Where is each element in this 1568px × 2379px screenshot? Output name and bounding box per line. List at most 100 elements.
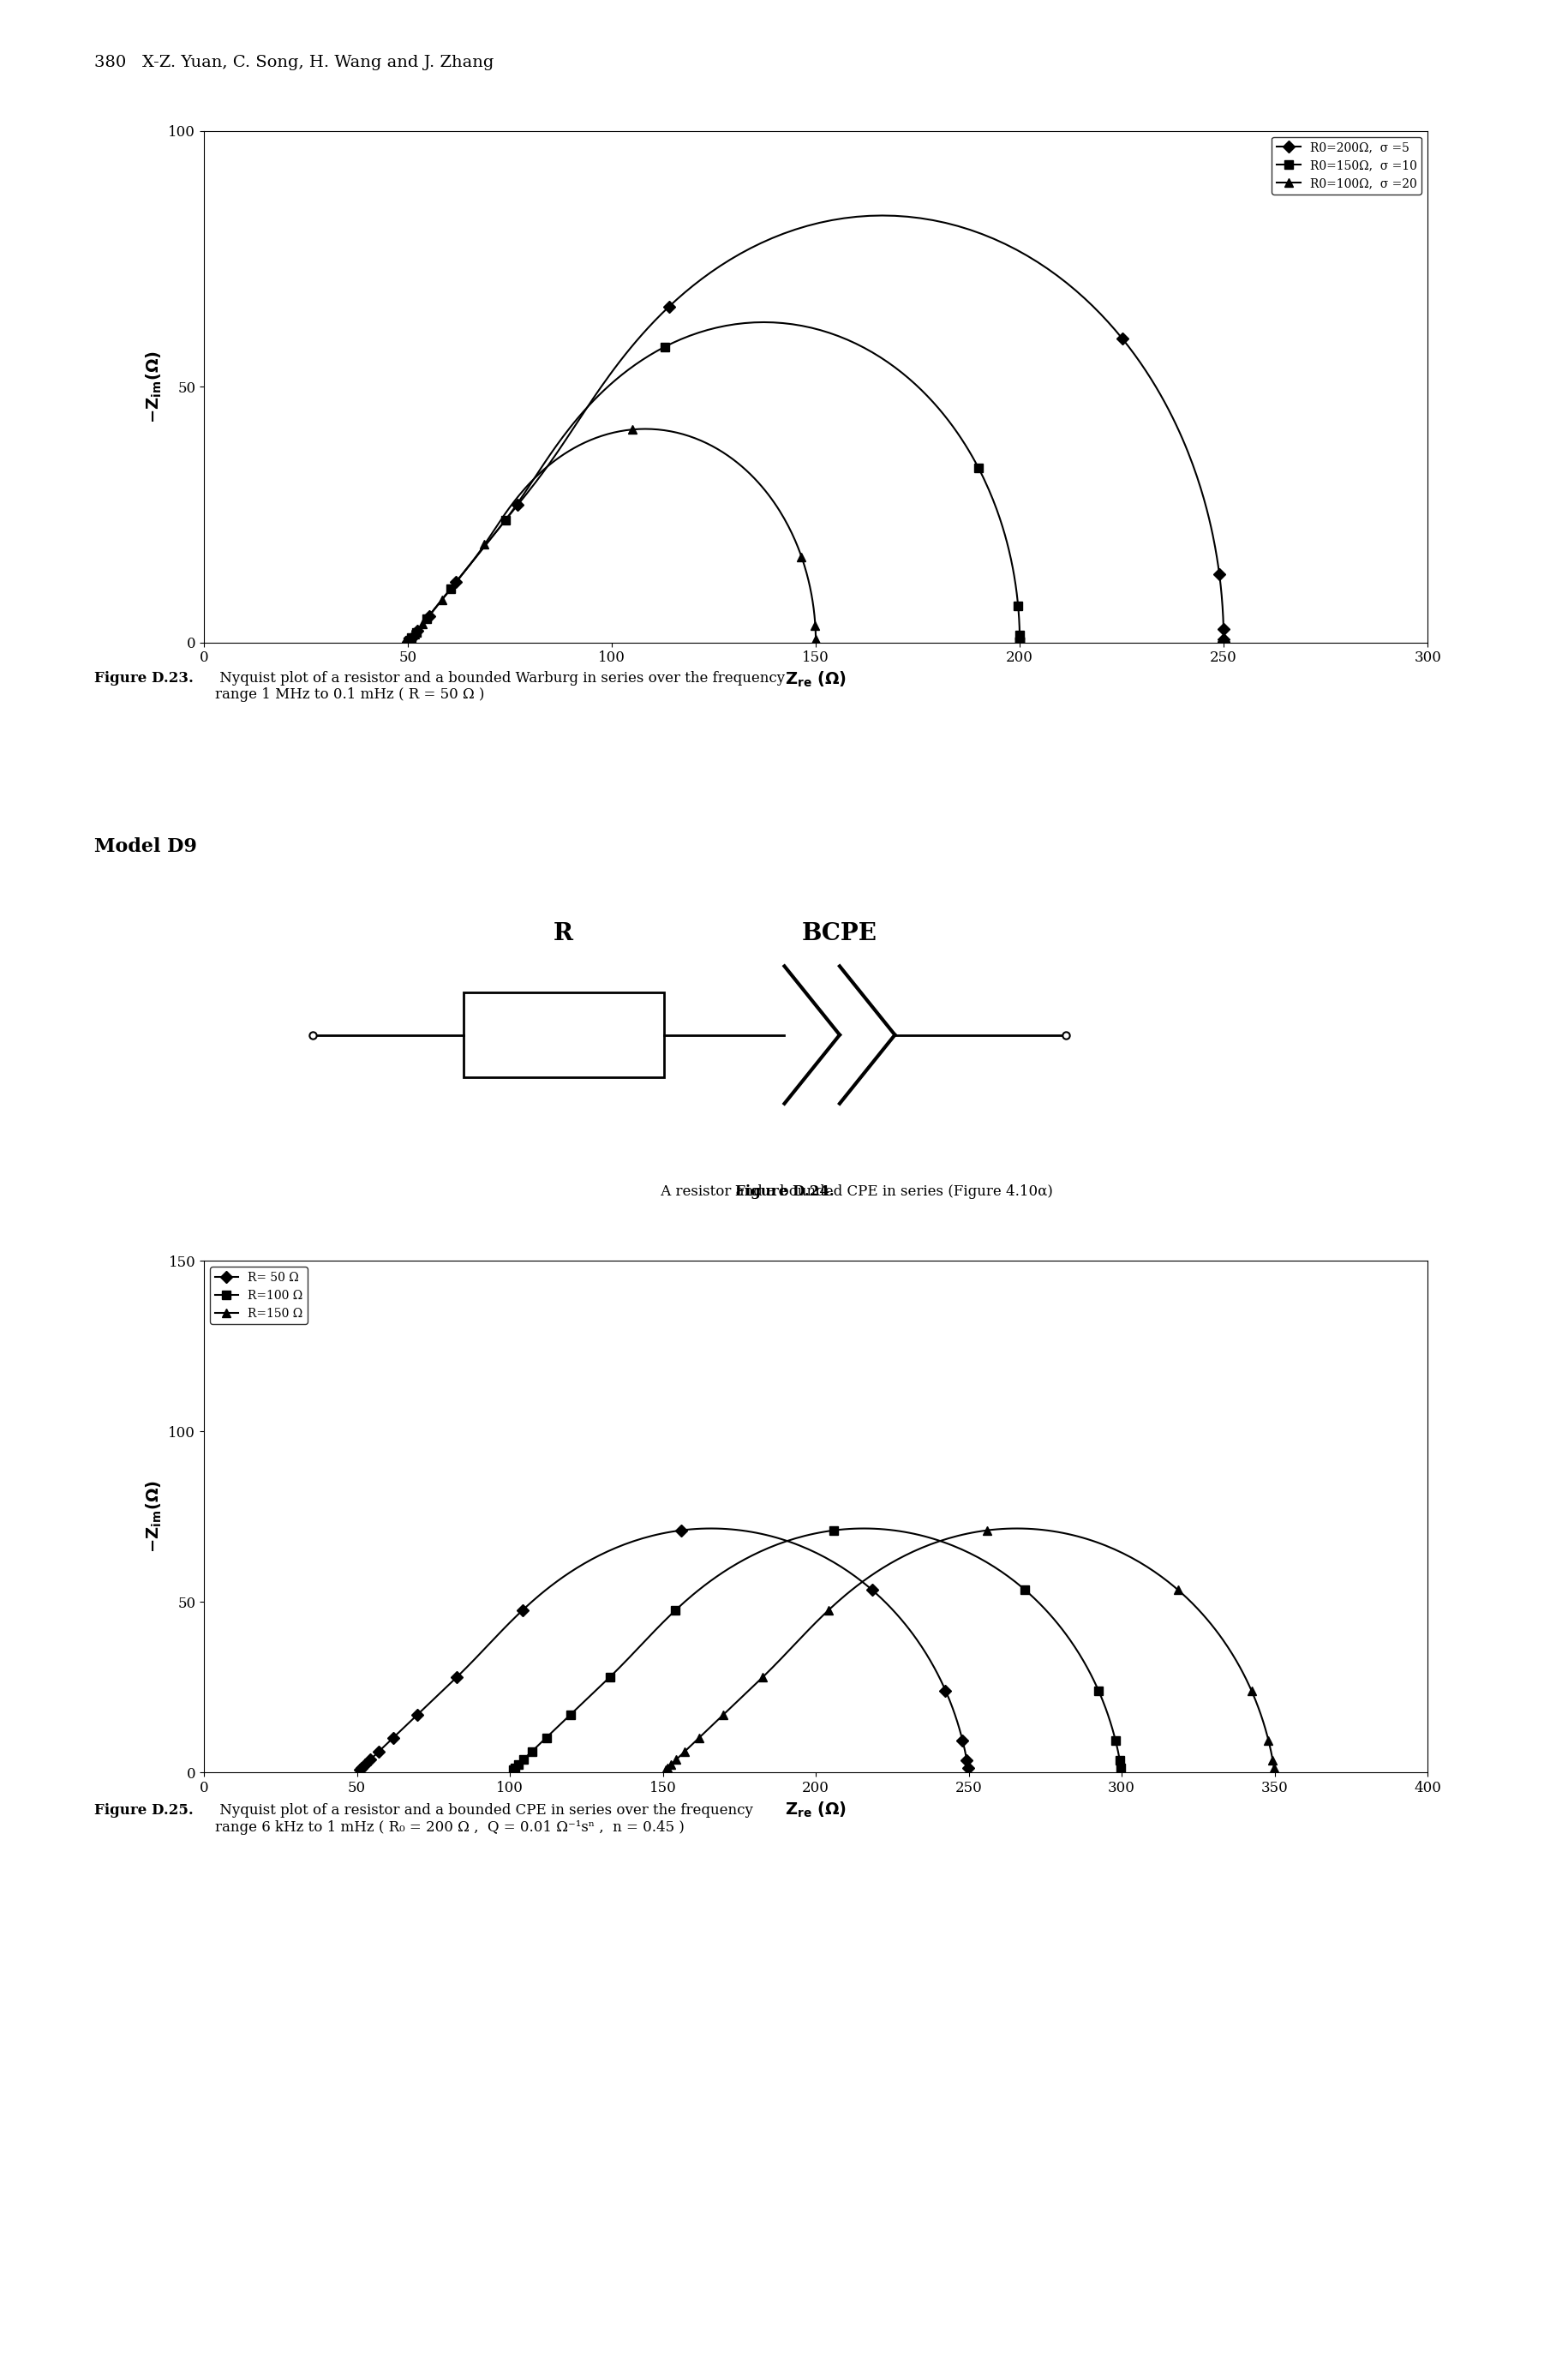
- R0=100Ω,  σ =20: [398, 628, 417, 657]
- R= 50 Ω: [958, 1753, 977, 1782]
- R=100 Ω: [1112, 1753, 1131, 1782]
- R=100 Ω: [505, 1753, 524, 1782]
- R=100 Ω: [1014, 1575, 1033, 1603]
- R=150 Ω: [977, 1515, 996, 1544]
- R=100 Ω: [601, 1663, 619, 1691]
- R0=200Ω,  σ =5: [660, 293, 679, 321]
- R0=150Ω,  σ =10: [1010, 626, 1029, 654]
- R0=150Ω,  σ =10: [1010, 621, 1029, 649]
- R0=200Ω,  σ =5: [1112, 324, 1131, 352]
- R0=200Ω,  σ =5: [1214, 626, 1232, 654]
- R= 50 Ω: [384, 1722, 403, 1751]
- Legend: R0=200Ω,  σ =5, R0=150Ω,  σ =10, R0=100Ω,  σ =20: R0=200Ω, σ =5, R0=150Ω, σ =10, R0=100Ω, …: [1272, 138, 1421, 195]
- R0=100Ω,  σ =20: [806, 628, 825, 657]
- Text: Nyquist plot of a resistor and a bounded Warburg in series over the frequency
ra: Nyquist plot of a resistor and a bounded…: [215, 671, 784, 702]
- Text: Model D9: Model D9: [94, 837, 196, 856]
- R0=150Ω,  σ =10: [495, 507, 514, 535]
- R= 50 Ω: [353, 1753, 372, 1782]
- R=100 Ω: [1088, 1677, 1107, 1706]
- R= 50 Ω: [671, 1515, 690, 1544]
- Line: R= 50 Ω: R= 50 Ω: [356, 1527, 972, 1775]
- R0=150Ω,  σ =10: [655, 333, 674, 362]
- R=150 Ω: [1259, 1725, 1278, 1753]
- R= 50 Ω: [936, 1677, 955, 1706]
- Text: Figure D.23.: Figure D.23.: [94, 671, 193, 685]
- R= 50 Ω: [447, 1663, 466, 1691]
- Line: R0=100Ω,  σ =20: R0=100Ω, σ =20: [405, 426, 820, 647]
- R=100 Ω: [1105, 1725, 1124, 1753]
- Y-axis label: $\mathbf{-Z_{im}(\Omega)}$: $\mathbf{-Z_{im}(\Omega)}$: [144, 350, 163, 423]
- R0=100Ω,  σ =20: [475, 531, 494, 559]
- R= 50 Ω: [356, 1751, 375, 1779]
- R0=200Ω,  σ =5: [408, 616, 426, 645]
- R0=200Ω,  σ =5: [447, 569, 466, 597]
- R=150 Ω: [1262, 1746, 1281, 1775]
- R0=150Ω,  σ =10: [398, 628, 417, 657]
- R= 50 Ω: [370, 1737, 389, 1765]
- Legend: R= 50 Ω, R=100 Ω, R=150 Ω: R= 50 Ω, R=100 Ω, R=150 Ω: [210, 1268, 307, 1325]
- Line: R0=200Ω,  σ =5: R0=200Ω, σ =5: [405, 302, 1228, 647]
- R=150 Ω: [666, 1746, 685, 1775]
- Text: A resistor and a bounded CPE in series (Figure 4.10α): A resistor and a bounded CPE in series (…: [657, 1185, 1052, 1199]
- R0=150Ω,  σ =10: [398, 628, 417, 657]
- R=100 Ω: [561, 1701, 580, 1730]
- R=150 Ω: [1168, 1575, 1187, 1603]
- R0=100Ω,  σ =20: [806, 611, 825, 640]
- R0=100Ω,  σ =20: [412, 609, 431, 638]
- R0=200Ω,  σ =5: [398, 628, 417, 657]
- R= 50 Ω: [953, 1725, 972, 1753]
- R= 50 Ω: [956, 1746, 975, 1775]
- Text: Figure D.24.: Figure D.24.: [734, 1185, 834, 1199]
- Text: R: R: [554, 923, 572, 944]
- R0=100Ω,  σ =20: [622, 416, 641, 445]
- R=150 Ω: [818, 1596, 837, 1625]
- R=150 Ω: [753, 1663, 771, 1691]
- R0=150Ω,  σ =10: [1008, 592, 1027, 621]
- R=150 Ω: [1264, 1753, 1283, 1782]
- Text: Nyquist plot of a resistor and a bounded CPE in series over the frequency
range : Nyquist plot of a resistor and a bounded…: [215, 1803, 753, 1834]
- Y-axis label: $\mathbf{-Z_{im}(\Omega)}$: $\mathbf{-Z_{im}(\Omega)}$: [144, 1480, 163, 1553]
- R=150 Ω: [676, 1737, 695, 1765]
- R0=100Ω,  σ =20: [400, 626, 419, 654]
- R=100 Ω: [536, 1722, 555, 1751]
- Line: R0=150Ω,  σ =10: R0=150Ω, σ =10: [405, 343, 1024, 647]
- R=150 Ω: [662, 1751, 681, 1779]
- R=150 Ω: [690, 1722, 709, 1751]
- R0=100Ω,  σ =20: [398, 628, 417, 657]
- R0=150Ω,  σ =10: [400, 626, 419, 654]
- R0=200Ω,  σ =5: [1209, 559, 1228, 588]
- Bar: [463, 992, 663, 1078]
- R0=200Ω,  σ =5: [400, 628, 419, 657]
- R=100 Ω: [513, 1746, 532, 1775]
- R= 50 Ω: [350, 1756, 368, 1784]
- R0=100Ω,  σ =20: [405, 621, 423, 649]
- R0=150Ω,  σ =10: [969, 454, 988, 483]
- R=150 Ω: [1242, 1677, 1261, 1706]
- R0=150Ω,  σ =10: [401, 623, 420, 652]
- R0=150Ω,  σ =10: [441, 573, 459, 602]
- R0=100Ω,  σ =20: [433, 585, 452, 614]
- X-axis label: $\mathbf{Z_{re}\ (\Omega)}$: $\mathbf{Z_{re}\ (\Omega)}$: [784, 1801, 847, 1820]
- R0=150Ω,  σ =10: [1010, 628, 1029, 657]
- R0=100Ω,  σ =20: [806, 628, 825, 657]
- X-axis label: $\mathbf{Z_{re}\ (\Omega)}$: $\mathbf{Z_{re}\ (\Omega)}$: [784, 671, 847, 690]
- Text: 380   X-Z. Yuan, C. Song, H. Wang and J. Zhang: 380 X-Z. Yuan, C. Song, H. Wang and J. Z…: [94, 55, 494, 69]
- R0=200Ω,  σ =5: [1214, 614, 1232, 642]
- R=100 Ω: [1110, 1746, 1129, 1775]
- R0=200Ω,  σ =5: [508, 490, 527, 519]
- R= 50 Ω: [862, 1575, 881, 1603]
- R0=200Ω,  σ =5: [400, 626, 419, 654]
- R= 50 Ω: [361, 1746, 379, 1775]
- R0=150Ω,  σ =10: [1010, 628, 1029, 657]
- Line: R=150 Ω: R=150 Ω: [662, 1527, 1278, 1775]
- Text: BCPE: BCPE: [801, 923, 877, 944]
- R0=200Ω,  σ =5: [419, 602, 437, 630]
- R0=100Ω,  σ =20: [401, 623, 420, 652]
- R= 50 Ω: [513, 1596, 532, 1625]
- R0=200Ω,  σ =5: [1214, 628, 1232, 657]
- R0=150Ω,  σ =10: [417, 604, 436, 633]
- R0=200Ω,  σ =5: [1214, 628, 1232, 657]
- R= 50 Ω: [408, 1701, 426, 1730]
- Text: Figure D.25.: Figure D.25.: [94, 1803, 193, 1818]
- R0=100Ω,  σ =20: [806, 628, 825, 657]
